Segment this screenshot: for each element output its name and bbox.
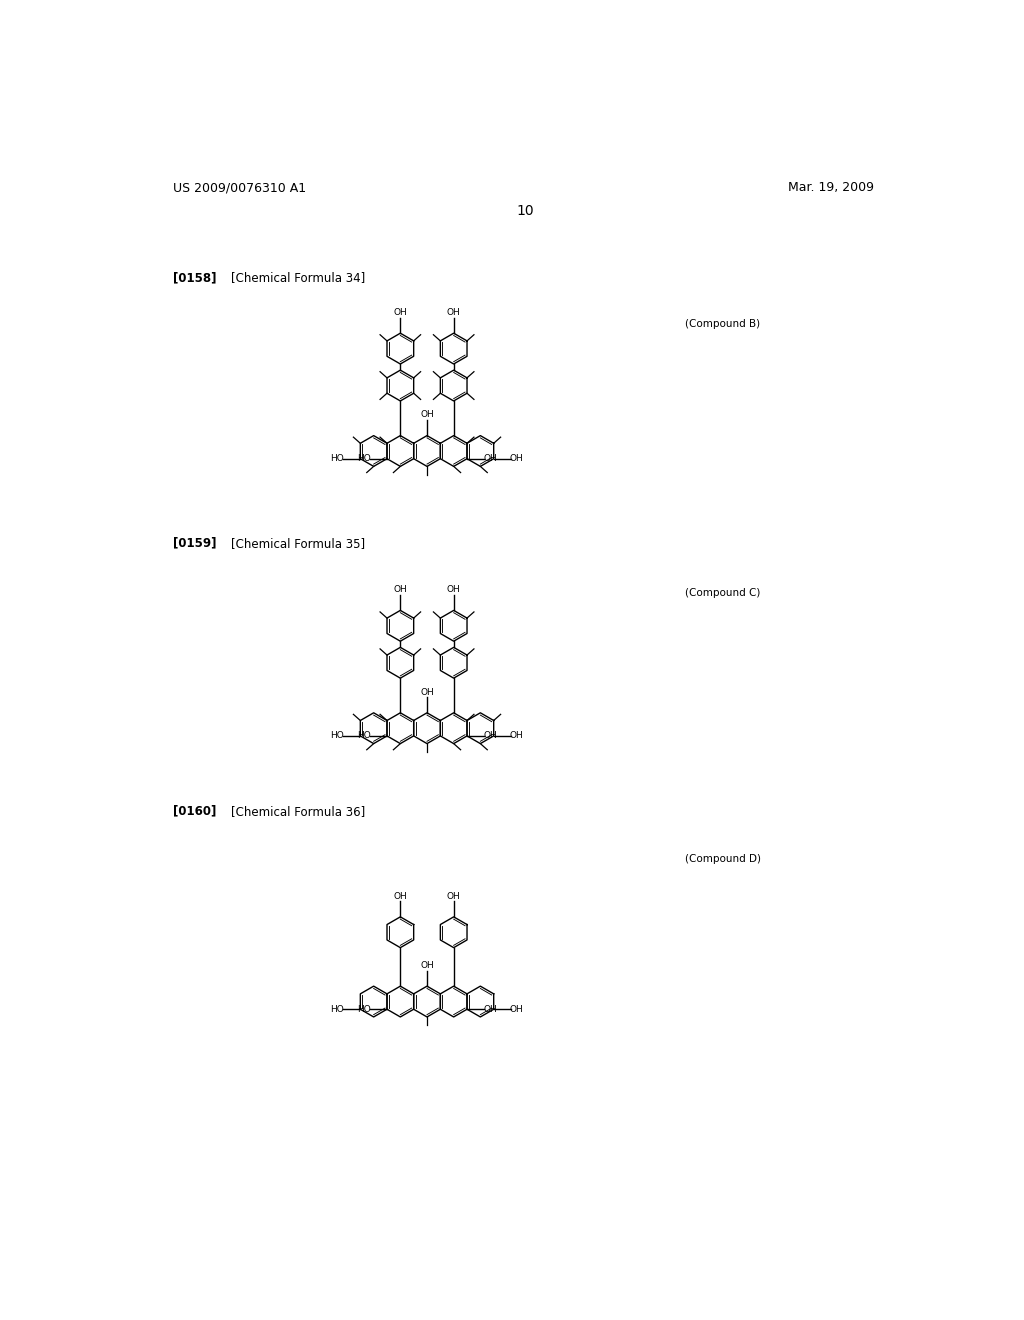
Text: HO: HO xyxy=(331,1005,344,1014)
Text: OH: OH xyxy=(420,688,434,697)
Text: OH: OH xyxy=(446,891,461,900)
Text: [0159]: [0159] xyxy=(173,537,216,550)
Text: (Compound D): (Compound D) xyxy=(685,854,761,865)
Text: (Compound C): (Compound C) xyxy=(685,589,761,598)
Text: OH: OH xyxy=(446,585,461,594)
Text: [Chemical Formula 35]: [Chemical Formula 35] xyxy=(230,537,365,550)
Text: OH: OH xyxy=(510,1005,523,1014)
Text: OH: OH xyxy=(510,731,523,741)
Text: OH: OH xyxy=(483,731,497,741)
Text: OH: OH xyxy=(510,454,523,463)
Text: OH: OH xyxy=(483,1005,497,1014)
Text: HO: HO xyxy=(357,454,371,463)
Text: [0160]: [0160] xyxy=(173,805,216,818)
Text: OH: OH xyxy=(446,308,461,317)
Text: Mar. 19, 2009: Mar. 19, 2009 xyxy=(787,181,873,194)
Text: OH: OH xyxy=(393,891,408,900)
Text: HO: HO xyxy=(357,1005,371,1014)
Text: HO: HO xyxy=(331,731,344,741)
Text: 10: 10 xyxy=(516,203,534,218)
Text: US 2009/0076310 A1: US 2009/0076310 A1 xyxy=(173,181,306,194)
Text: [0158]: [0158] xyxy=(173,271,216,284)
Text: (Compound B): (Compound B) xyxy=(685,319,760,329)
Text: [Chemical Formula 36]: [Chemical Formula 36] xyxy=(230,805,365,818)
Text: OH: OH xyxy=(393,308,408,317)
Text: HO: HO xyxy=(331,454,344,463)
Text: OH: OH xyxy=(420,961,434,970)
Text: [Chemical Formula 34]: [Chemical Formula 34] xyxy=(230,271,365,284)
Text: OH: OH xyxy=(393,585,408,594)
Text: OH: OH xyxy=(483,454,497,463)
Text: OH: OH xyxy=(420,411,434,420)
Text: HO: HO xyxy=(357,731,371,741)
